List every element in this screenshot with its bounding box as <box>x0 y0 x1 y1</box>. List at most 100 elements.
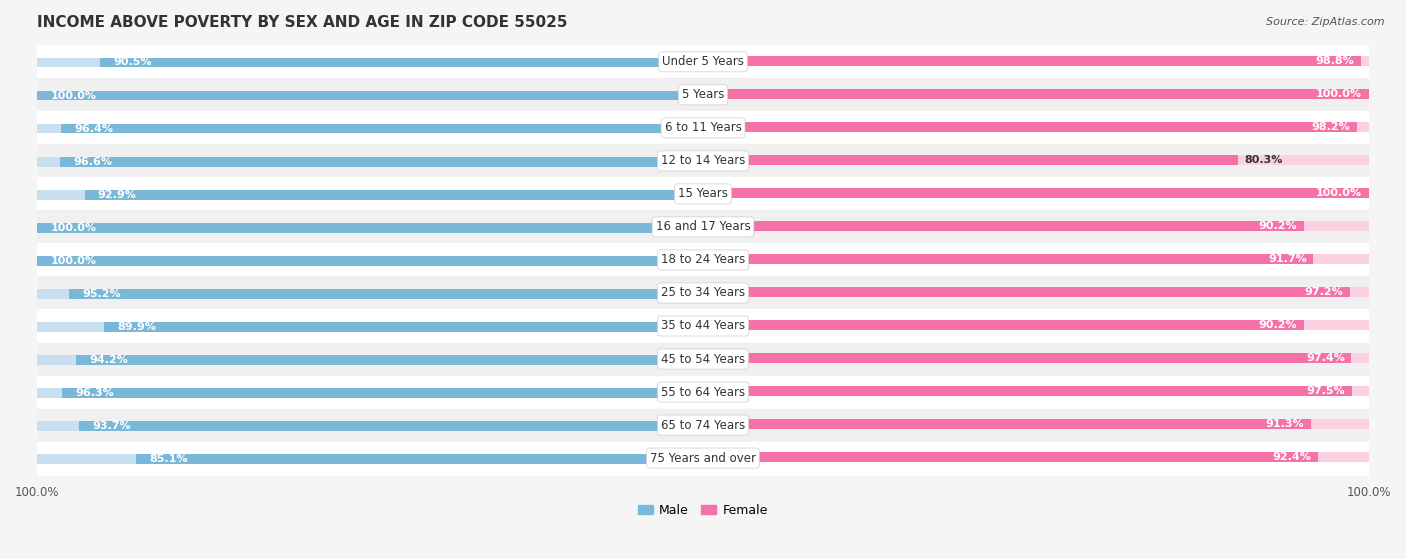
Bar <box>37 454 703 464</box>
Bar <box>37 376 1369 409</box>
Text: 16 and 17 Years: 16 and 17 Years <box>655 220 751 234</box>
Bar <box>703 353 1369 363</box>
Text: 45 to 54 Years: 45 to 54 Years <box>661 353 745 366</box>
Bar <box>37 210 1369 243</box>
Text: 90.2%: 90.2% <box>1258 221 1296 231</box>
Bar <box>37 190 703 200</box>
Text: 92.9%: 92.9% <box>98 190 136 200</box>
Bar <box>703 56 1369 66</box>
Text: 15 Years: 15 Years <box>678 187 728 201</box>
Text: 92.4%: 92.4% <box>1272 452 1312 462</box>
Text: 89.9%: 89.9% <box>118 321 156 331</box>
Text: INCOME ABOVE POVERTY BY SEX AND AGE IN ZIP CODE 55025: INCOME ABOVE POVERTY BY SEX AND AGE IN Z… <box>37 15 568 30</box>
Text: 100.0%: 100.0% <box>1316 188 1362 198</box>
Bar <box>703 56 1361 66</box>
Text: 35 to 44 Years: 35 to 44 Years <box>661 320 745 333</box>
Text: 25 to 34 Years: 25 to 34 Years <box>661 286 745 300</box>
Bar <box>136 454 703 464</box>
Text: 96.3%: 96.3% <box>75 388 114 397</box>
Text: 65 to 74 Years: 65 to 74 Years <box>661 419 745 432</box>
Bar <box>100 58 703 68</box>
Bar <box>37 288 703 299</box>
Text: 96.4%: 96.4% <box>75 124 114 134</box>
Text: 96.6%: 96.6% <box>73 157 112 167</box>
Bar <box>37 409 1369 442</box>
Text: 97.5%: 97.5% <box>1306 386 1346 396</box>
Text: 90.2%: 90.2% <box>1258 320 1296 330</box>
Bar <box>703 452 1319 462</box>
Bar <box>703 353 1351 363</box>
Bar <box>69 288 703 299</box>
Bar <box>62 124 703 134</box>
Text: 6 to 11 Years: 6 to 11 Years <box>665 121 741 134</box>
Bar <box>37 243 1369 277</box>
Text: Source: ZipAtlas.com: Source: ZipAtlas.com <box>1267 17 1385 27</box>
Text: 5 Years: 5 Years <box>682 88 724 101</box>
Bar <box>37 177 1369 210</box>
Bar <box>703 320 1303 330</box>
Bar <box>60 157 703 167</box>
Bar <box>37 222 703 233</box>
Text: 95.2%: 95.2% <box>83 288 121 299</box>
Text: 98.8%: 98.8% <box>1316 56 1354 66</box>
Text: 97.4%: 97.4% <box>1306 353 1344 363</box>
Text: 100.0%: 100.0% <box>51 91 97 101</box>
Text: 93.7%: 93.7% <box>93 421 131 431</box>
Bar <box>37 111 1369 144</box>
Bar <box>37 124 703 134</box>
Bar <box>37 310 1369 343</box>
Bar <box>703 89 1369 99</box>
Bar <box>703 122 1369 132</box>
Bar <box>37 388 703 397</box>
Bar <box>703 419 1310 429</box>
Bar <box>37 45 1369 78</box>
Bar <box>703 287 1369 297</box>
Bar <box>37 442 1369 475</box>
Bar <box>37 157 703 167</box>
Text: 97.2%: 97.2% <box>1305 287 1344 297</box>
Bar <box>703 155 1237 165</box>
Bar <box>37 91 703 101</box>
Bar <box>703 386 1369 396</box>
Text: 91.3%: 91.3% <box>1265 419 1305 429</box>
Bar <box>703 320 1369 330</box>
Bar <box>703 122 1357 132</box>
Bar <box>703 386 1353 396</box>
Bar <box>37 355 703 364</box>
Bar <box>703 89 1369 99</box>
Bar <box>703 419 1369 429</box>
Bar <box>703 452 1369 462</box>
Text: 55 to 64 Years: 55 to 64 Years <box>661 386 745 399</box>
Text: 100.0%: 100.0% <box>1316 89 1362 99</box>
Text: 12 to 14 Years: 12 to 14 Years <box>661 154 745 167</box>
Bar <box>76 355 703 364</box>
Bar <box>37 343 1369 376</box>
Bar <box>37 255 703 266</box>
Text: 90.5%: 90.5% <box>114 58 152 68</box>
Bar <box>79 421 703 430</box>
Bar <box>37 255 703 266</box>
Bar <box>703 188 1369 198</box>
Text: 98.2%: 98.2% <box>1312 122 1350 132</box>
Bar <box>703 221 1303 231</box>
Text: 75 Years and over: 75 Years and over <box>650 452 756 465</box>
Text: 100.0%: 100.0% <box>51 255 97 266</box>
Bar <box>37 277 1369 310</box>
Legend: Male, Female: Male, Female <box>633 499 773 522</box>
Bar <box>104 321 703 331</box>
Text: 80.3%: 80.3% <box>1244 155 1282 165</box>
Bar <box>703 155 1369 165</box>
Text: Under 5 Years: Under 5 Years <box>662 55 744 68</box>
Text: 85.1%: 85.1% <box>150 454 188 464</box>
Bar <box>703 221 1369 231</box>
Bar <box>37 222 703 233</box>
Bar <box>62 388 703 397</box>
Bar <box>703 287 1350 297</box>
Bar <box>37 144 1369 177</box>
Bar <box>37 421 703 430</box>
Bar <box>703 188 1369 198</box>
Text: 91.7%: 91.7% <box>1268 254 1306 264</box>
Bar <box>84 190 703 200</box>
Text: 94.2%: 94.2% <box>89 354 128 364</box>
Bar <box>37 78 1369 111</box>
